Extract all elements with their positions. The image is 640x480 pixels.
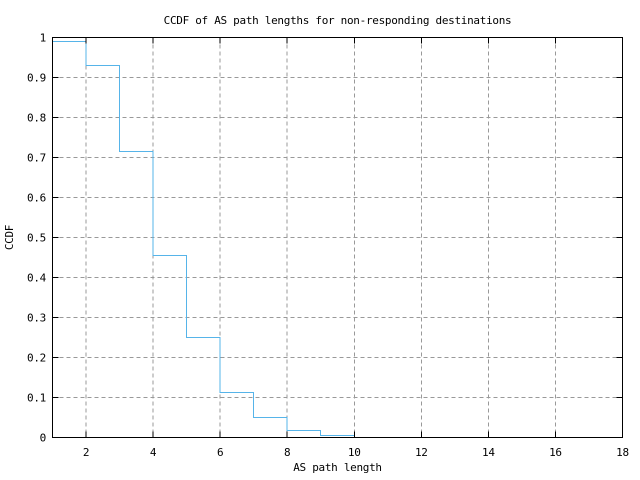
y-tick-label: 0.3	[27, 312, 46, 325]
y-tick-label: 0.4	[27, 272, 47, 285]
chart-title: CCDF of AS path lengths for non-respondi…	[164, 14, 512, 27]
x-tick-labels: 2 4 6 8 10 12 14 16 18	[83, 446, 629, 459]
y-tick-label: 0.1	[27, 392, 46, 405]
y-tick-label: 1	[40, 32, 46, 45]
y-tick-label: 0.7	[27, 152, 46, 165]
x-tick-label: 4	[150, 446, 157, 459]
x-tick-label: 6	[217, 446, 223, 459]
x-tick-label: 18	[616, 446, 629, 459]
gridlines	[52, 37, 623, 438]
x-tick-label: 14	[482, 446, 495, 459]
ccdf-series-path	[52, 41, 355, 438]
x-tick-label: 2	[83, 446, 89, 459]
ccdf-step-line	[52, 41, 355, 438]
x-tick-label: 8	[284, 446, 290, 459]
x-tick-label: 12	[415, 446, 428, 459]
x-axis-label: AS path length	[293, 461, 382, 474]
y-tick-label: 0.2	[27, 352, 46, 365]
x-tick-label: 16	[549, 446, 562, 459]
y-tick-label: 0.5	[27, 232, 46, 245]
y-tick-labels: 0 0.1 0.2 0.3 0.4 0.5 0.6 0.7 0.8 0.9 1	[27, 32, 47, 445]
plot-border	[52, 37, 623, 438]
y-axis-label: CCDF	[3, 225, 16, 250]
y-tick-label: 0.8	[27, 112, 46, 125]
y-tick-label: 0.9	[27, 72, 46, 85]
x-tick-label: 10	[348, 446, 361, 459]
y-tick-label: 0.6	[27, 192, 46, 205]
y-tick-label: 0	[40, 432, 46, 445]
